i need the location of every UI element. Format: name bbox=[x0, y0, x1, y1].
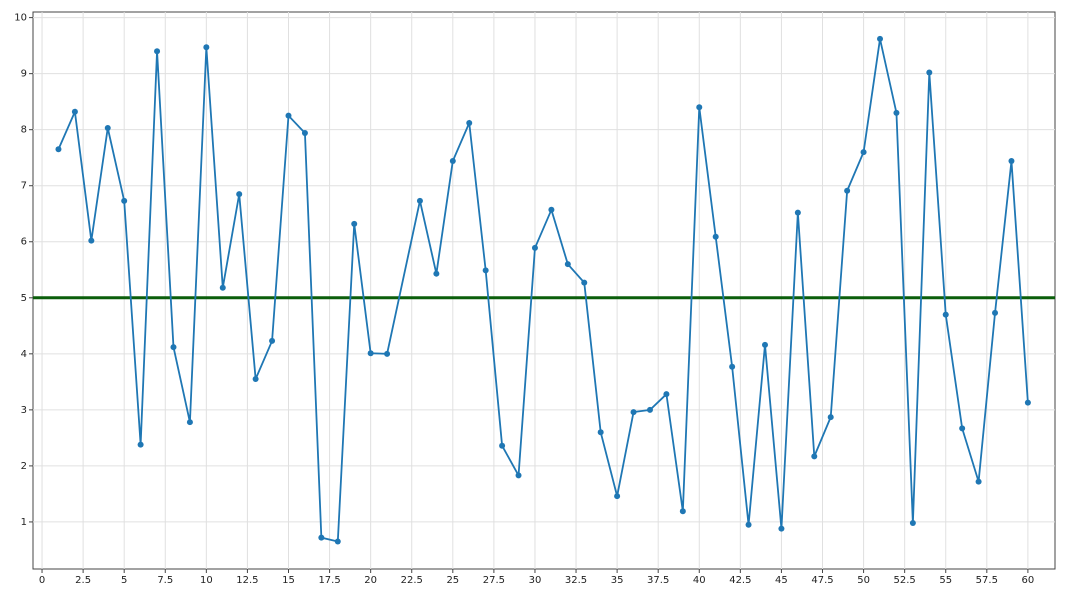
x-tick-label: 27.5 bbox=[483, 575, 505, 586]
data-point bbox=[367, 350, 374, 357]
data-point bbox=[433, 270, 440, 277]
data-point bbox=[630, 409, 637, 416]
data-point bbox=[482, 267, 489, 274]
data-point bbox=[548, 206, 555, 213]
x-tick-label: 20 bbox=[364, 575, 377, 586]
data-point bbox=[893, 109, 900, 116]
y-tick-label: 2 bbox=[21, 461, 27, 472]
data-point bbox=[186, 419, 193, 426]
data-point bbox=[794, 209, 801, 216]
data-point bbox=[827, 414, 834, 421]
plot-frame bbox=[32, 11, 1056, 570]
data-point bbox=[745, 521, 752, 528]
data-point bbox=[844, 187, 851, 194]
data-point bbox=[55, 146, 62, 153]
data-point bbox=[154, 48, 161, 55]
x-tick-label: 55 bbox=[939, 575, 952, 586]
data-point bbox=[121, 197, 128, 204]
data-point bbox=[137, 441, 144, 448]
x-tick-label: 10 bbox=[200, 575, 213, 586]
x-tick-label: 57.5 bbox=[976, 575, 998, 586]
x-tick-label: 15 bbox=[282, 575, 295, 586]
data-point bbox=[860, 149, 867, 156]
data-point bbox=[942, 311, 949, 318]
data-point bbox=[416, 197, 423, 204]
x-tick-label: 40 bbox=[693, 575, 706, 586]
data-point bbox=[877, 35, 884, 42]
data-point bbox=[285, 112, 292, 119]
x-tick-label: 7.5 bbox=[157, 575, 173, 586]
x-tick-label: 30 bbox=[529, 575, 542, 586]
data-point bbox=[104, 124, 111, 131]
x-tick-label: 37.5 bbox=[647, 575, 669, 586]
y-tick-label: 3 bbox=[21, 405, 27, 416]
data-point bbox=[71, 108, 78, 115]
data-point bbox=[515, 472, 522, 479]
data-point bbox=[564, 261, 571, 268]
y-tick-label: 7 bbox=[21, 181, 27, 192]
data-point bbox=[975, 478, 982, 485]
data-point bbox=[88, 237, 95, 244]
x-tick-label: 60 bbox=[1022, 575, 1035, 586]
data-point bbox=[203, 44, 210, 51]
data-point bbox=[449, 158, 456, 165]
data-point bbox=[301, 130, 308, 137]
x-tick-label: 42.5 bbox=[729, 575, 751, 586]
x-tick-label: 25 bbox=[446, 575, 459, 586]
y-tick-label: 8 bbox=[21, 125, 27, 136]
y-tick-label: 9 bbox=[21, 69, 27, 80]
data-point bbox=[729, 363, 736, 370]
y-tick-label: 1 bbox=[21, 517, 27, 528]
x-tick-label: 50 bbox=[857, 575, 870, 586]
x-tick-label: 45 bbox=[775, 575, 788, 586]
data-point bbox=[581, 279, 588, 286]
x-tick-label: 32.5 bbox=[565, 575, 587, 586]
data-point bbox=[761, 341, 768, 348]
data-point bbox=[252, 376, 259, 383]
x-tick-label: 17.5 bbox=[318, 575, 340, 586]
data-point bbox=[646, 406, 653, 413]
data-point bbox=[1024, 399, 1031, 406]
data-point bbox=[679, 508, 686, 515]
data-point bbox=[170, 344, 177, 351]
x-tick-label: 2.5 bbox=[75, 575, 91, 586]
data-point bbox=[351, 220, 358, 227]
y-tick-label: 10 bbox=[14, 13, 27, 24]
data-point bbox=[712, 233, 719, 240]
data-point bbox=[1008, 158, 1015, 165]
data-point bbox=[811, 453, 818, 460]
data-point bbox=[696, 104, 703, 111]
data-point bbox=[663, 391, 670, 398]
x-tick-label: 0 bbox=[39, 575, 45, 586]
data-point bbox=[269, 337, 276, 344]
data-point bbox=[466, 119, 473, 126]
data-point bbox=[318, 534, 325, 541]
data-point bbox=[236, 191, 243, 198]
y-tick-label: 6 bbox=[21, 237, 27, 248]
data-point bbox=[959, 425, 966, 432]
x-tick-label: 5 bbox=[121, 575, 127, 586]
data-point bbox=[334, 538, 341, 545]
data-point bbox=[531, 244, 538, 251]
data-point bbox=[499, 442, 506, 449]
y-tick-label: 5 bbox=[21, 293, 27, 304]
x-tick-label: 35 bbox=[611, 575, 624, 586]
x-tick-label: 47.5 bbox=[811, 575, 833, 586]
data-point bbox=[926, 69, 933, 76]
data-point bbox=[614, 493, 621, 500]
x-tick-label: 12.5 bbox=[236, 575, 258, 586]
data-point bbox=[909, 520, 916, 527]
y-tick-label: 4 bbox=[21, 349, 27, 360]
data-point bbox=[597, 429, 604, 436]
data-point bbox=[778, 525, 785, 532]
x-tick-label: 52.5 bbox=[894, 575, 916, 586]
x-tick-label: 22.5 bbox=[401, 575, 423, 586]
data-point bbox=[219, 284, 226, 291]
data-point bbox=[384, 350, 391, 357]
data-point bbox=[992, 309, 999, 316]
